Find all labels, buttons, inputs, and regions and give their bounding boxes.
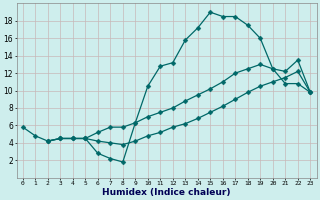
- X-axis label: Humidex (Indice chaleur): Humidex (Indice chaleur): [102, 188, 231, 197]
